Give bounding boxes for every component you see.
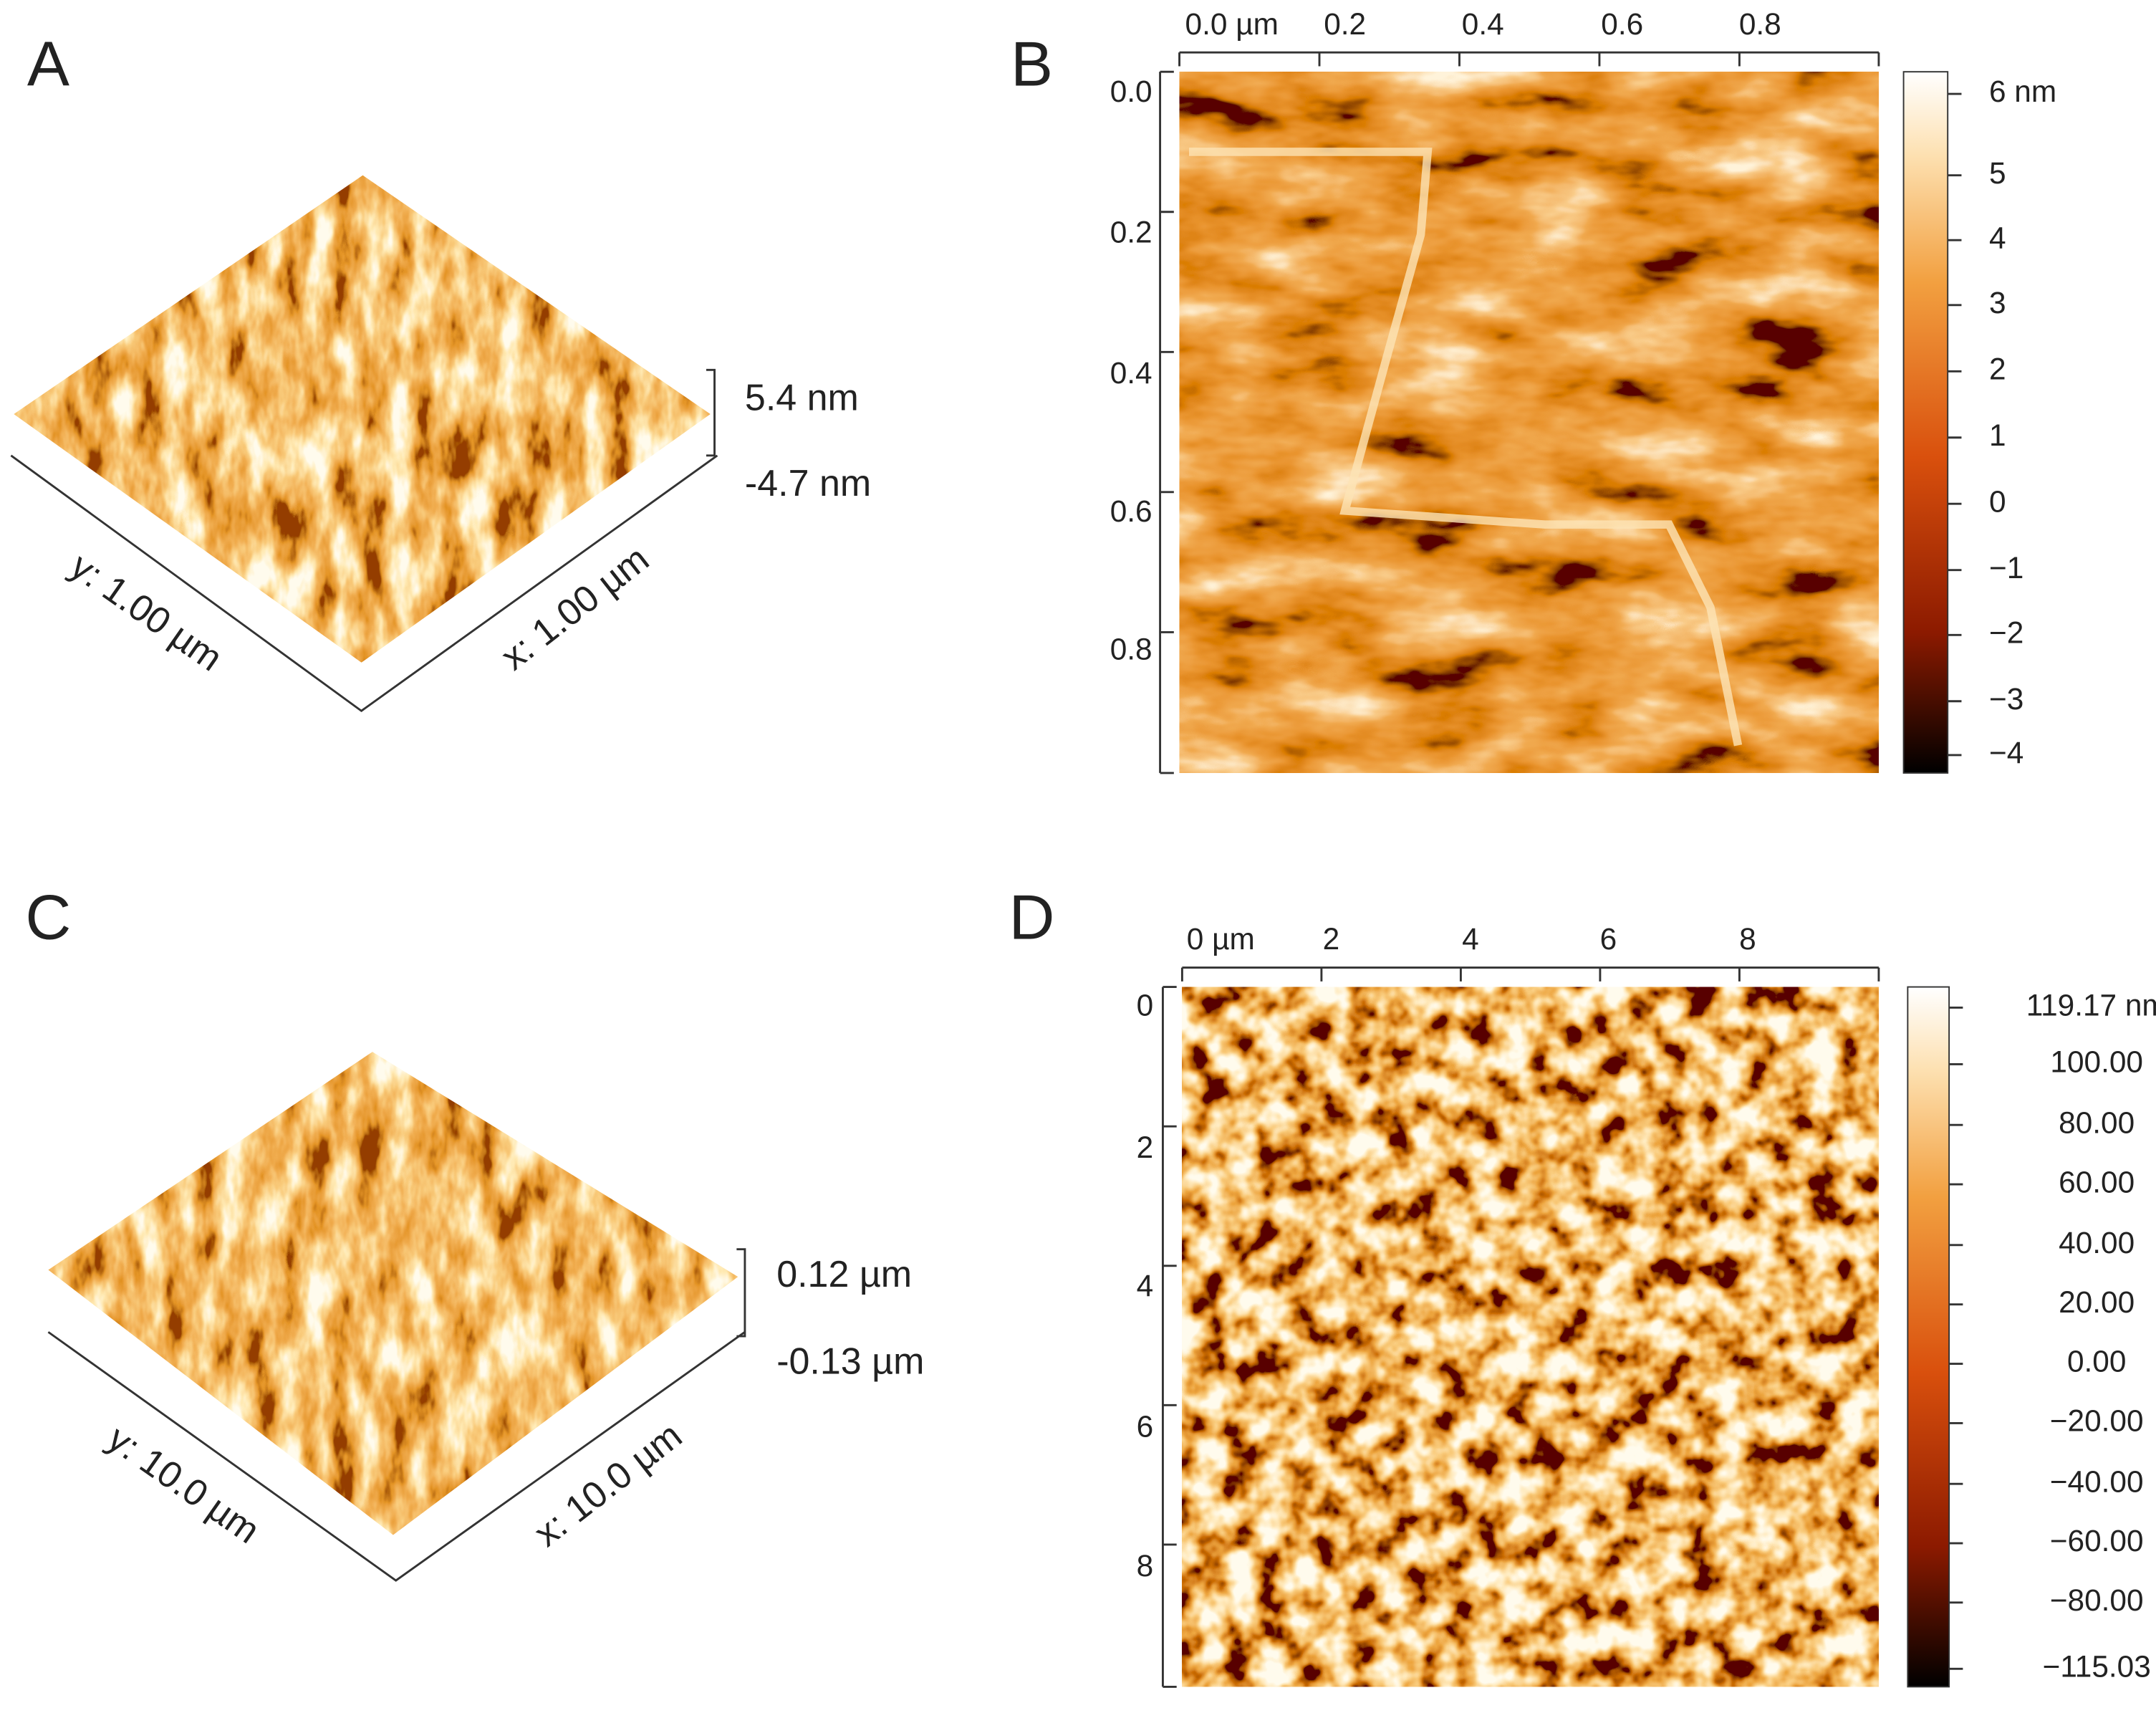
colorbar-label: 60.00 xyxy=(2059,1165,2135,1199)
afm-feature xyxy=(1189,148,1743,747)
colorbar-label: 1 xyxy=(1989,418,2006,452)
colorbar-label: 20.00 xyxy=(2059,1285,2135,1319)
panel-letter: C xyxy=(25,881,71,952)
colorbar-label: −1 xyxy=(1989,551,2023,585)
colorbar-label: 119.17 nm xyxy=(2026,989,2156,1022)
colorbar-label: 0.00 xyxy=(2067,1345,2126,1378)
panel-letter: A xyxy=(27,29,69,100)
afm-image xyxy=(1181,986,1880,1688)
axis-lines xyxy=(47,1331,746,1582)
z-scale-bar xyxy=(706,368,716,457)
colorbar-label: −3 xyxy=(1989,682,2023,716)
colorbar-label: −115.03 xyxy=(2043,1650,2151,1684)
x-axis-label: x: 1.00 µm xyxy=(494,538,657,678)
colorbar-label: −40.00 xyxy=(2050,1464,2144,1498)
y-axis-label: y: 10.0 µm xyxy=(100,1418,267,1552)
colorbar xyxy=(1902,71,1949,774)
colorbar-label: −4 xyxy=(1989,736,2023,769)
z-scale-bar xyxy=(736,1248,746,1338)
y-tick-label: 0.4 xyxy=(1110,356,1152,390)
colorbar-label: 2 xyxy=(1989,352,2006,385)
colorbar xyxy=(1907,986,1950,1688)
axis-lines xyxy=(10,454,718,713)
panel-letter: B xyxy=(1011,29,1053,100)
colorbar-label: 5 xyxy=(1989,156,2006,190)
y-tick-label: 0.0 xyxy=(1110,75,1152,108)
x-tick-label: 2 xyxy=(1323,922,1340,956)
colorbar-label: 40.00 xyxy=(2059,1226,2135,1259)
y-tick-label: 6 xyxy=(1137,1409,1154,1443)
y-tick-label: 2 xyxy=(1137,1131,1154,1164)
colorbar-label: 100.00 xyxy=(2050,1045,2143,1079)
x-tick-label: 0.2 xyxy=(1324,7,1366,41)
colorbar-label: 4 xyxy=(1989,221,2006,254)
x-tick-label: 0 µm xyxy=(1187,922,1255,956)
y-tick-label: 0.8 xyxy=(1110,633,1152,666)
x-tick-label: 4 xyxy=(1462,922,1479,956)
x-tick-label: 0.4 xyxy=(1462,7,1504,41)
colorbar-label: 6 nm xyxy=(1989,75,2056,108)
y-tick-label: 0 xyxy=(1137,989,1154,1022)
x-tick-label: 0.0 µm xyxy=(1185,7,1279,41)
colorbar-label: −80.00 xyxy=(2050,1583,2144,1617)
colorbar-label: −60.00 xyxy=(2050,1524,2144,1558)
colorbar-label: −2 xyxy=(1989,615,2023,649)
y-tick-label: 0.2 xyxy=(1110,216,1152,249)
x-tick-label: 6 xyxy=(1600,922,1617,956)
x-tick-label: 0.8 xyxy=(1739,7,1781,41)
z-scale-min: -0.13 µm xyxy=(776,1340,924,1382)
z-scale-min: -4.7 nm xyxy=(745,463,871,504)
x-tick-label: 0.6 xyxy=(1601,7,1643,41)
panel-letter: D xyxy=(1009,881,1055,952)
z-scale-max: 5.4 nm xyxy=(745,377,859,418)
colorbar-label: −20.00 xyxy=(2050,1404,2144,1438)
y-tick-label: 0.6 xyxy=(1110,494,1152,528)
z-scale-max: 0.12 µm xyxy=(776,1254,912,1295)
y-axis-label: y: 1.00 µm xyxy=(63,545,230,679)
y-tick-label: 8 xyxy=(1137,1549,1154,1583)
x-tick-label: 8 xyxy=(1739,922,1756,956)
x-axis-label: x: 10.0 µm xyxy=(526,1415,690,1555)
colorbar-label: 80.00 xyxy=(2059,1105,2135,1139)
colorbar-label: 0 xyxy=(1989,484,2006,518)
afm-image xyxy=(1178,71,1880,774)
y-tick-label: 4 xyxy=(1137,1269,1154,1302)
colorbar-label: 3 xyxy=(1989,286,2006,320)
